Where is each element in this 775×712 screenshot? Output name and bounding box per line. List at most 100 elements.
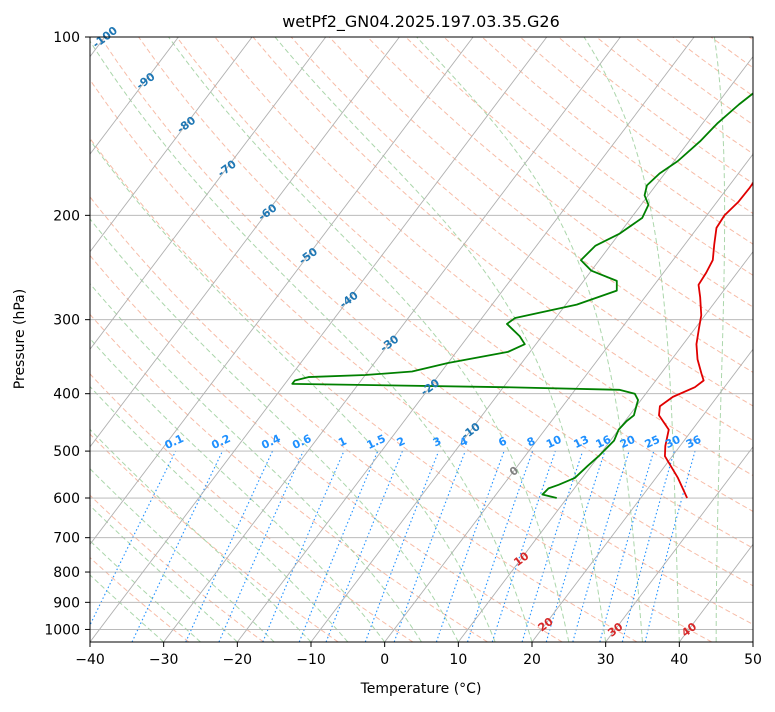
y-tick-label: 600	[53, 491, 80, 507]
dry-adiabat	[405, 37, 753, 308]
isotherm-line	[236, 37, 695, 642]
x-axis-label: Temperature (°C)	[360, 681, 482, 697]
moist-adiabat	[168, 37, 570, 642]
dry-adiabat	[90, 254, 563, 642]
x-tick-label: −20	[223, 652, 253, 668]
y-tick-label: 800	[53, 565, 80, 581]
mixing-ratio-label: 0.4	[259, 432, 282, 452]
mixing-ratio-line	[621, 450, 675, 642]
isotherm-line	[90, 37, 400, 448]
mixing-ratio-label: 25	[643, 433, 662, 451]
moist-adiabat	[90, 40, 533, 642]
mixing-ratio-line	[599, 450, 655, 642]
y-tick-label: 400	[53, 387, 80, 403]
dewpoint-line	[291, 92, 753, 499]
mixing-ratio-label: 20	[618, 433, 638, 451]
dry-adiabat	[90, 373, 414, 642]
x-tick-label: 40	[670, 652, 688, 668]
mixing-ratio-label: 16	[594, 433, 614, 451]
y-axis: 100 200 300 400 500 600 700 800 900 1000	[44, 30, 90, 638]
dry-adiabat	[90, 494, 264, 642]
y-tick-label: 500	[53, 444, 80, 460]
isotherm-line	[163, 37, 621, 642]
moist-adiabat	[583, 37, 680, 642]
isotherm-label: 10	[511, 549, 531, 569]
dry-adiabat	[90, 196, 638, 642]
isotherm-line	[90, 37, 253, 253]
mixing-ratio-label: 10	[544, 433, 564, 451]
dry-adiabat	[519, 37, 753, 215]
mixing-ratio-label: 3	[431, 434, 443, 449]
isotherm-label: -30	[378, 332, 402, 355]
dry-adiabat	[329, 37, 753, 373]
moist-adiabat	[90, 428, 312, 642]
isotherm-label: 40	[679, 620, 699, 640]
dry-adiabat	[367, 37, 753, 340]
y-tick-label: 700	[53, 531, 80, 547]
x-tick-label: 0	[380, 652, 389, 668]
isotherm-line	[752, 641, 753, 642]
mixing-ratio-line	[262, 450, 345, 642]
isotherm-line	[310, 55, 753, 642]
x-tick-label: −40	[75, 652, 105, 668]
x-axis: −40 −30 −20 −10 0 10 20 30 40 50	[75, 642, 762, 668]
mixing-ratio-line	[572, 450, 630, 642]
x-tick-label: 10	[449, 652, 467, 668]
moist-adiabat	[90, 218, 459, 642]
isotherm-line	[90, 37, 179, 155]
dry-adiabat	[90, 78, 753, 625]
mixing-ratio-line	[364, 450, 440, 642]
dry-adiabat	[100, 37, 753, 587]
isotherm-line	[678, 543, 753, 642]
mixing-ratio-line	[298, 450, 379, 642]
dry-adiabat	[90, 433, 339, 642]
isotherm-label: -80	[174, 114, 198, 137]
mixing-ratio-line	[325, 450, 403, 642]
dry-adiabat	[90, 313, 488, 642]
mixing-ratio-line	[131, 450, 224, 642]
y-tick-label: 900	[53, 595, 80, 611]
series-layer	[291, 92, 753, 499]
chart-title: wetPf2_GN04.2025.197.03.35.G26	[282, 12, 560, 32]
dry-adiabat	[90, 556, 190, 642]
isotherm-label: -90	[134, 70, 158, 93]
y-tick-label: 200	[53, 208, 80, 224]
mixing-ratio-label: 1.5	[365, 432, 388, 452]
mixing-ratio-line	[466, 450, 534, 642]
x-tick-label: 50	[744, 652, 762, 668]
mixing-ratio-label: 36	[684, 433, 704, 451]
mixing-ratio-label: 13	[572, 433, 591, 451]
moist-adiabat	[416, 37, 643, 642]
isotherm-label: -60	[256, 201, 280, 224]
dry-adiabat	[90, 137, 712, 642]
isotherm-label: -50	[296, 245, 320, 268]
y-axis-label: Pressure (hPa)	[12, 289, 28, 389]
background-lines	[90, 37, 753, 642]
isotherm-label: -70	[215, 157, 239, 180]
grid-lines	[90, 36, 753, 630]
mixing-ratio-label: 0.1	[163, 432, 186, 452]
dry-adiabat	[443, 37, 753, 276]
mixing-ratio-line	[218, 450, 304, 642]
mixing-ratio-line	[393, 450, 466, 642]
x-tick-label: 20	[523, 652, 541, 668]
mixing-ratio-label: 1	[336, 434, 348, 449]
isotherm-label: -40	[337, 289, 361, 312]
x-tick-label: 30	[597, 652, 615, 668]
isotherm-line	[90, 37, 548, 642]
isotherm-line	[457, 250, 753, 642]
temperature-line	[658, 181, 753, 499]
mixing-ratio-label: 0.2	[209, 432, 232, 452]
mixing-ratio-line	[545, 450, 606, 642]
y-tick-label: 1000	[44, 622, 80, 638]
isotherm-line	[531, 348, 753, 642]
mixing-ratio-line	[90, 450, 177, 627]
isotherm-line	[90, 37, 474, 546]
dry-adiabat	[710, 37, 753, 69]
plot-frame	[89, 36, 754, 643]
moist-adiabat	[274, 37, 607, 642]
y-tick-label: 100	[53, 30, 80, 46]
